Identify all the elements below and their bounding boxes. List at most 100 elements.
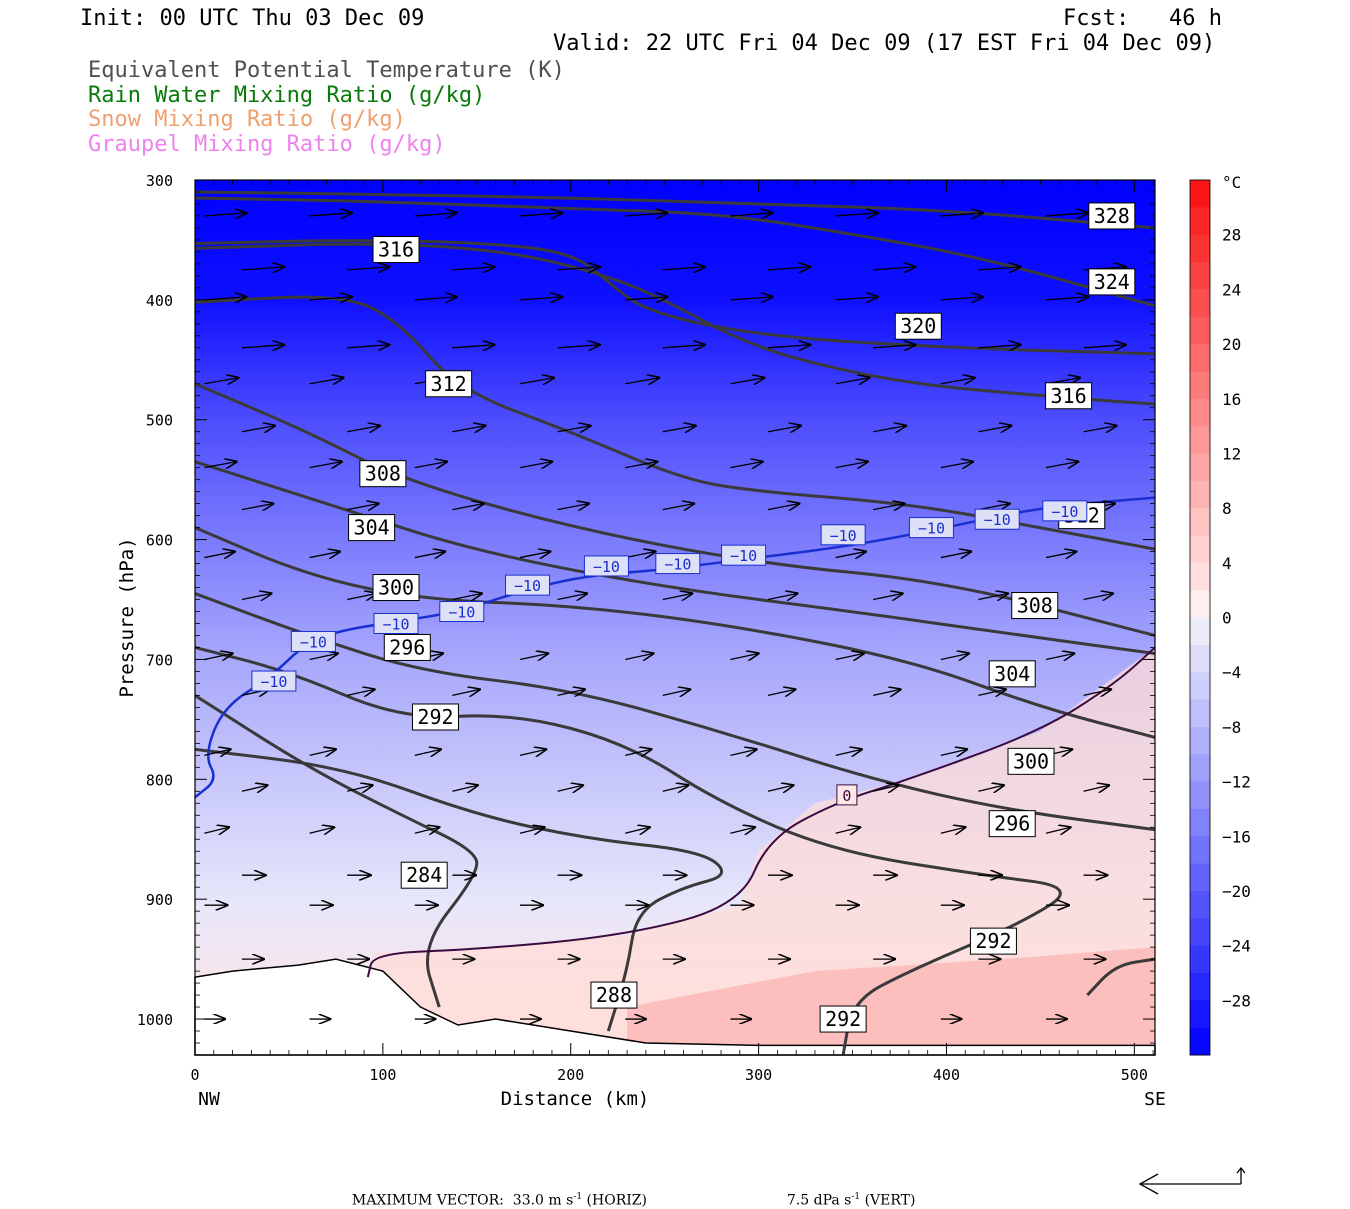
isotherm-label: −10 [583, 555, 629, 577]
wind-vector [452, 689, 479, 695]
theta-e-label: 296 [988, 810, 1036, 838]
colorbar-frame [1189, 179, 1211, 1056]
theta-e-contour [195, 196, 1155, 308]
y-tick-label: 800 [146, 771, 173, 789]
wind-vector [241, 504, 273, 510]
wind-vector [662, 426, 696, 432]
wind-vector [873, 267, 915, 270]
wind-vector [241, 267, 284, 270]
label-box [400, 861, 448, 889]
label-text: 0 [842, 787, 851, 805]
wind-vector [730, 827, 754, 833]
colorbar-band [1190, 562, 1210, 591]
colorbar-tick-label: 8 [1222, 499, 1232, 518]
label-text: −10 [514, 577, 541, 595]
label-box [439, 601, 485, 623]
wind-vector [662, 345, 705, 348]
label-text: 316 [378, 238, 414, 262]
isotherm-label: −10 [439, 601, 485, 623]
legend-rain: Rain Water Mixing Ratio (g/kg) [88, 83, 486, 108]
wind-vector [204, 462, 236, 468]
x-tick-label: 500 [1121, 1066, 1148, 1084]
theta-e-contour [195, 239, 1155, 356]
wind-vector [940, 462, 973, 468]
label-text: 328 [1094, 204, 1130, 228]
colorbar-tick-label: −24 [1222, 937, 1251, 956]
colorbar-tick-label: 24 [1222, 280, 1241, 299]
wind-vector [519, 462, 552, 468]
wind-vector [978, 426, 1011, 432]
wind-vector [767, 689, 795, 695]
wind-vector [519, 749, 546, 755]
theta-e-label: 292 [969, 927, 1017, 955]
horiz-arrow-head [1138, 1173, 1159, 1195]
label-text: 320 [900, 314, 936, 338]
wind-vector [835, 213, 878, 216]
label-box [290, 630, 336, 652]
wind-vector [557, 785, 583, 791]
label-text: 296 [389, 635, 425, 659]
wind-vector [347, 689, 374, 695]
label-text: 300 [378, 576, 414, 600]
wind-vector [1045, 552, 1076, 558]
wind-vector [662, 594, 692, 600]
theta-e-contour [195, 242, 1155, 406]
y-axis-title: Pressure (hPa) [116, 537, 138, 697]
label-text: 288 [596, 983, 632, 1007]
wind-vector [978, 504, 1009, 510]
theta-e-contour [195, 526, 1155, 739]
wind-vector [414, 297, 457, 300]
wind-vector [452, 426, 485, 432]
wind-vector [241, 785, 267, 791]
wind-vector [557, 426, 591, 432]
colorbar-band [1190, 617, 1210, 646]
wind-vector [557, 689, 585, 695]
wind-vector [940, 297, 983, 300]
wind-vector [452, 345, 494, 348]
colorbar-band [1190, 1000, 1210, 1029]
wind-vector [347, 504, 378, 510]
colorbar-band [1190, 289, 1210, 318]
colorbar-band [1190, 371, 1210, 400]
colorbar-band [1190, 453, 1210, 482]
vert-arrow-head [1236, 1166, 1246, 1174]
label-box [1011, 592, 1059, 620]
colorbar-band [1190, 180, 1210, 208]
wind-vector [414, 552, 445, 558]
legend-snow: Snow Mixing Ratio (g/kg) [88, 107, 406, 132]
wind-vector [978, 785, 1003, 791]
wind-vector [767, 594, 797, 600]
label-text: 292 [417, 705, 453, 729]
wind-vector [519, 653, 548, 659]
wind-vector [730, 213, 772, 216]
colorbar-band [1190, 699, 1210, 728]
label-box [908, 517, 954, 539]
label-box [425, 370, 473, 398]
wind-vector [204, 827, 228, 833]
wind-vector [1083, 785, 1109, 791]
label-text: −10 [593, 558, 620, 576]
wind-vector [873, 345, 915, 348]
isotherm-label: −10 [721, 544, 767, 566]
wind-vector [625, 378, 659, 384]
wind-vector [557, 345, 600, 348]
wind-vector [309, 749, 336, 755]
label-text: 296 [994, 812, 1030, 836]
label-box [348, 514, 396, 542]
wind-vector [835, 827, 860, 833]
wind-vector [452, 267, 494, 270]
wind-vector [730, 462, 762, 468]
colorbar-unit: °C [1222, 173, 1241, 192]
wind-vector [767, 504, 799, 510]
label-box [988, 660, 1036, 688]
colorbar-band [1190, 1027, 1210, 1056]
init-time: Init: 00 UTC Thu 03 Dec 09 [80, 6, 425, 31]
theta-e-label: 300 [372, 574, 420, 602]
label-text: 300 [1013, 749, 1049, 773]
wind-vector [1083, 426, 1117, 432]
isotherm-label: −10 [373, 612, 419, 634]
label-text: −10 [984, 511, 1011, 529]
wind-vector [309, 462, 342, 468]
wind-vector [347, 267, 389, 270]
